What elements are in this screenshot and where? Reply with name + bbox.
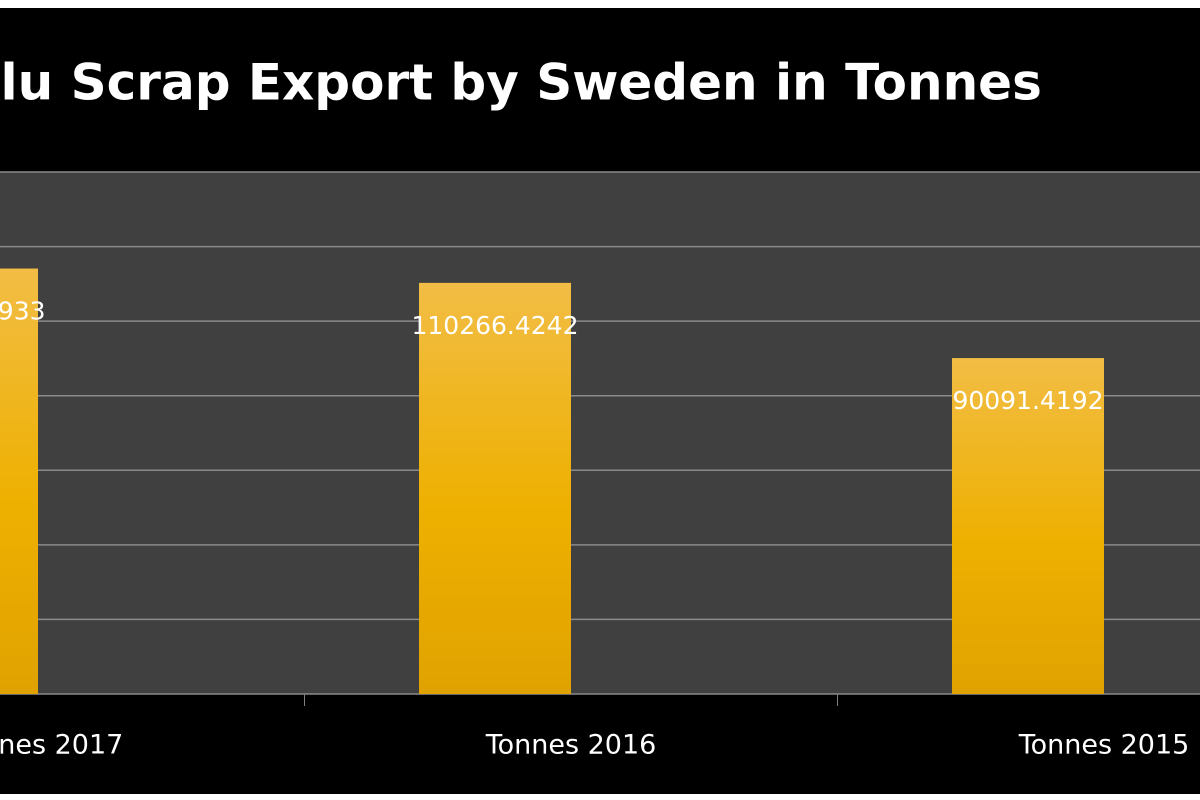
data-label: 90091.4192	[952, 386, 1103, 415]
x-tick-label: Tonnes 2016	[485, 730, 657, 761]
x-tick-label: Tonnes 2017	[0, 730, 123, 761]
bar	[952, 358, 1104, 694]
data-label: 110266.4242	[411, 311, 578, 340]
bar	[419, 282, 571, 694]
bar	[0, 268, 38, 694]
x-tick-label: Tonnes 2015	[1018, 730, 1190, 761]
chart-title: Estimated Alu Scrap Export by Sweden in …	[0, 54, 1042, 112]
